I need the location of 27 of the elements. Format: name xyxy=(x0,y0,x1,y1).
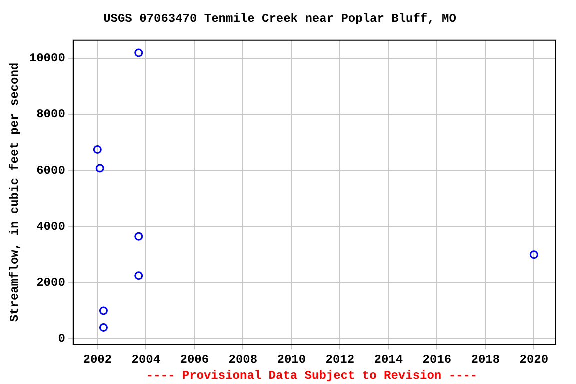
point xyxy=(99,324,108,332)
y-tick-label: 2000 xyxy=(36,276,66,290)
text: ---- Provisional Data Subject to Revision ---- xyxy=(146,369,478,383)
point xyxy=(96,164,104,173)
x-tick-label: 2016 xyxy=(422,352,452,367)
x-tick-label: 2002 xyxy=(83,352,112,367)
x-tick-label: 2012 xyxy=(326,352,355,367)
x-tick-label: 2008 xyxy=(228,352,258,367)
y-tick-label: 10000 xyxy=(29,52,66,66)
chart-title: USGS 07063470 Tenmile Creek near Poplar Bluff, MO xyxy=(104,12,456,26)
x-tick-label: 2018 xyxy=(471,352,500,367)
point xyxy=(99,306,108,316)
point xyxy=(93,145,102,154)
y-tick-label: 8000 xyxy=(36,108,66,122)
x-tick-label: 2020 xyxy=(520,352,549,367)
y-tick-label: 6000 xyxy=(36,164,66,178)
point xyxy=(134,48,144,58)
point xyxy=(530,250,538,260)
point xyxy=(134,272,144,280)
y-tick-label: 0 xyxy=(58,332,66,346)
x-tick-label: 2014 xyxy=(374,352,404,367)
x-tick-label: 2010 xyxy=(277,352,306,367)
x-tick-label: 2006 xyxy=(180,352,210,367)
point xyxy=(134,232,144,241)
y-tick-label: 4000 xyxy=(36,220,66,234)
y-axis-title: Streamflow, in cubic feet per second xyxy=(8,62,22,322)
x-tick-label: 2004 xyxy=(132,352,161,367)
